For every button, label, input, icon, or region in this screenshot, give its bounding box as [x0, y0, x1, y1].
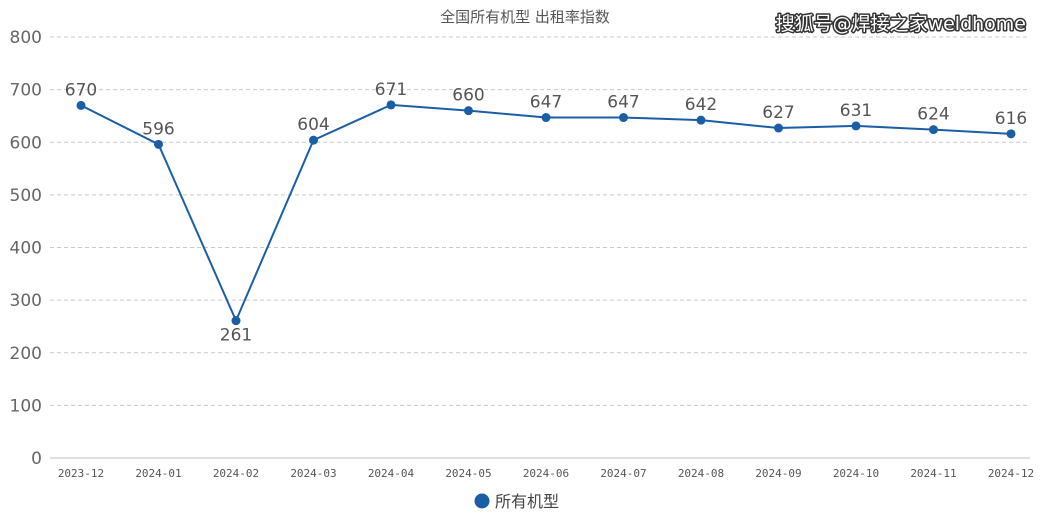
y-tick-label: 500 [10, 186, 42, 206]
y-tick-label: 200 [10, 344, 42, 364]
data-point[interactable] [929, 125, 938, 135]
data-point[interactable] [774, 123, 783, 133]
data-label: 604 [297, 115, 329, 135]
data-point[interactable] [76, 100, 86, 110]
series-line [80, 103, 1012, 324]
legend-label: 所有机型 [495, 492, 559, 511]
y-tick-label: 300 [10, 291, 42, 311]
data-label: 660 [452, 86, 484, 106]
x-tick-label: 2024-05 [445, 467, 491, 480]
data-label: 627 [762, 103, 794, 123]
x-tick-label: 2024-02 [213, 467, 259, 480]
data-point[interactable] [1006, 129, 1016, 139]
x-tick-label: 2024-04 [368, 467, 415, 480]
grid-lines [50, 36, 1030, 459]
x-tick-label: 2024-01 [135, 467, 181, 480]
data-label: 647 [607, 93, 639, 113]
x-tick-label: 2024-03 [290, 467, 336, 480]
x-tick-label: 2023-12 [58, 467, 104, 480]
data-point[interactable] [696, 115, 706, 125]
data-label: 642 [685, 95, 717, 115]
x-tick-label: 2024-06 [523, 467, 569, 480]
y-tick-label: 600 [10, 133, 42, 153]
data-point[interactable] [619, 113, 628, 123]
data-label: 261 [220, 326, 252, 346]
data-point[interactable] [309, 135, 318, 145]
data-label: 647 [530, 93, 562, 113]
y-tick-label: 100 [10, 396, 42, 416]
x-tick-label: 2024-10 [833, 467, 879, 480]
data-point[interactable] [154, 139, 163, 149]
x-tick-label: 2024-12 [988, 467, 1034, 480]
chart-title: 全国所有机型 出租率指数 [440, 8, 610, 26]
x-axis: 2023-12 2024-01 2024-02 2024-03 2024-04 2024-… [58, 467, 1034, 480]
data-label: 616 [995, 109, 1027, 129]
data-label: 624 [917, 105, 949, 125]
y-tick-label: 400 [10, 239, 42, 259]
y-tick-label: 0 [31, 449, 42, 469]
data-point[interactable] [386, 100, 396, 110]
data-label: 670 [65, 80, 97, 100]
x-tick-label: 2024-08 [678, 467, 724, 480]
circle-marker-icon [474, 493, 490, 509]
x-tick-label: 2024-07 [600, 467, 646, 480]
series-group [76, 100, 1016, 326]
data-point[interactable] [851, 121, 861, 131]
watermark: 搜狐号@焊接之家weldhome [776, 13, 1026, 35]
y-axis: 0 100 200 300 400 500 600 700 800 [10, 28, 42, 469]
data-point[interactable] [541, 113, 551, 123]
data-point[interactable] [464, 106, 473, 116]
data-label: 596 [142, 119, 174, 139]
y-tick-label: 800 [10, 28, 42, 48]
legend[interactable]: 所有机型 [474, 492, 560, 511]
data-point[interactable] [231, 316, 241, 326]
x-tick-label: 2024-11 [910, 467, 956, 480]
x-tick-label: 2024-09 [755, 467, 801, 480]
data-label: 671 [375, 80, 407, 100]
data-labels: 670 596 261 604 671 660 647 647 642 627 631 624 616 [65, 80, 1027, 346]
data-label: 631 [840, 101, 872, 121]
y-tick-label: 700 [10, 81, 42, 101]
